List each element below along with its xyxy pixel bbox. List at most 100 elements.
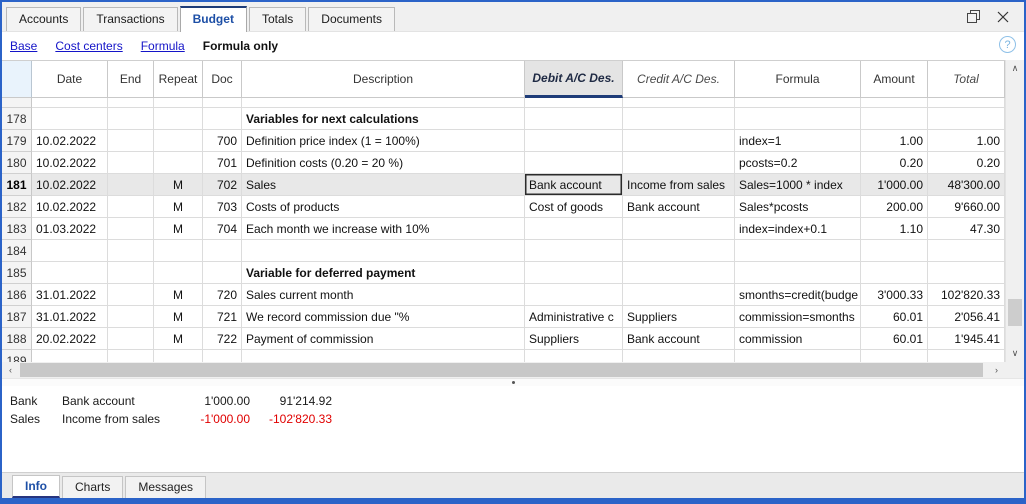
cell-repeat[interactable]: M (154, 174, 203, 196)
cell-total[interactable] (928, 350, 1005, 362)
cell-debit[interactable] (525, 262, 623, 284)
cell-credit[interactable]: Bank account (623, 328, 735, 350)
cell-total[interactable]: 1.00 (928, 130, 1005, 152)
bottom-tab-info[interactable]: Info (12, 475, 60, 498)
cell-total[interactable] (928, 240, 1005, 262)
cell-repeat[interactable] (154, 98, 203, 108)
menu-link-formula[interactable]: Formula (140, 39, 185, 53)
cell-end[interactable] (108, 218, 154, 240)
panel-splitter[interactable] (2, 378, 1024, 386)
cell-total[interactable] (928, 262, 1005, 284)
cell-doc[interactable] (203, 262, 242, 284)
cell-desc[interactable]: Sales (242, 174, 525, 196)
column-header-total[interactable]: Total (928, 61, 1005, 98)
row-number[interactable]: 182 (2, 196, 32, 218)
cell-credit[interactable] (623, 262, 735, 284)
cell-doc[interactable]: 721 (203, 306, 242, 328)
cell-end[interactable] (108, 306, 154, 328)
cell-date[interactable]: 10.02.2022 (32, 152, 108, 174)
cell-formula[interactable] (735, 262, 861, 284)
vertical-scrollbar-thumb[interactable] (1008, 299, 1022, 326)
row-number[interactable]: 185 (2, 262, 32, 284)
cell-amount[interactable]: 1.00 (861, 130, 928, 152)
cell-repeat[interactable] (154, 152, 203, 174)
column-header-credit[interactable]: Credit A/C Des. (623, 61, 735, 98)
cell-credit[interactable] (623, 218, 735, 240)
cell-total[interactable] (928, 98, 1005, 108)
cell-amount[interactable] (861, 350, 928, 362)
row-number[interactable]: 184 (2, 240, 32, 262)
cell-formula[interactable]: index=1 (735, 130, 861, 152)
row-number[interactable]: 179 (2, 130, 32, 152)
tab-transactions[interactable]: Transactions (83, 7, 178, 31)
column-header-amount[interactable]: Amount (861, 61, 928, 98)
cell-repeat[interactable] (154, 108, 203, 130)
cell-credit[interactable] (623, 98, 735, 108)
cell-credit[interactable] (623, 152, 735, 174)
cell-doc[interactable]: 704 (203, 218, 242, 240)
column-header-doc[interactable]: Doc (203, 61, 242, 98)
column-header-repeat[interactable]: Repeat (154, 61, 203, 98)
menu-link-base[interactable]: Base (10, 39, 38, 53)
cell-amount[interactable] (861, 108, 928, 130)
cell-end[interactable] (108, 240, 154, 262)
cell-debit[interactable] (525, 130, 623, 152)
cell-formula[interactable] (735, 240, 861, 262)
cell-amount[interactable] (861, 98, 928, 108)
column-header-formula[interactable]: Formula (735, 61, 861, 98)
cell-date[interactable] (32, 350, 108, 362)
cell-debit[interactable] (525, 218, 623, 240)
cell-date[interactable]: 31.01.2022 (32, 284, 108, 306)
cell-date[interactable]: 10.02.2022 (32, 196, 108, 218)
restore-window-button[interactable] (958, 2, 988, 31)
cell-formula[interactable] (735, 350, 861, 362)
cell-debit[interactable] (525, 284, 623, 306)
cell-doc[interactable]: 722 (203, 328, 242, 350)
cell-debit[interactable] (525, 240, 623, 262)
cell-end[interactable] (108, 174, 154, 196)
cell-desc[interactable]: Each month we increase with 10% (242, 218, 525, 240)
column-header-end[interactable]: End (108, 61, 154, 98)
cell-end[interactable] (108, 108, 154, 130)
cell-doc[interactable]: 701 (203, 152, 242, 174)
cell-desc[interactable] (242, 240, 525, 262)
cell-desc[interactable]: Definition price index (1 = 100%) (242, 130, 525, 152)
cell-total[interactable] (928, 108, 1005, 130)
cell-debit[interactable] (525, 152, 623, 174)
cell-doc[interactable] (203, 240, 242, 262)
row-number[interactable]: 188 (2, 328, 32, 350)
cell-credit[interactable]: Bank account (623, 196, 735, 218)
cell-date[interactable]: 20.02.2022 (32, 328, 108, 350)
cell-date[interactable] (32, 240, 108, 262)
row-number[interactable]: 180 (2, 152, 32, 174)
row-number[interactable]: 186 (2, 284, 32, 306)
cell-desc[interactable]: We record commission due "% (242, 306, 525, 328)
row-number[interactable]: 189 (2, 350, 32, 362)
cell-credit[interactable] (623, 108, 735, 130)
cell-formula[interactable]: Sales*pcosts (735, 196, 861, 218)
cell-desc[interactable]: Variables for next calculations (242, 108, 525, 130)
cell-formula[interactable] (735, 108, 861, 130)
cell-desc[interactable]: Payment of commission (242, 328, 525, 350)
cell-repeat[interactable] (154, 262, 203, 284)
cell-desc[interactable]: Variable for deferred payment (242, 262, 525, 284)
cell-date[interactable]: 01.03.2022 (32, 218, 108, 240)
column-header-rownum[interactable] (2, 61, 32, 98)
bottom-tab-charts[interactable]: Charts (62, 476, 124, 498)
tab-documents[interactable]: Documents (308, 7, 395, 31)
cell-end[interactable] (108, 350, 154, 362)
cell-desc[interactable]: Sales current month (242, 284, 525, 306)
cell-repeat[interactable]: M (154, 306, 203, 328)
cell-date[interactable]: 31.01.2022 (32, 306, 108, 328)
tab-budget[interactable]: Budget (179, 6, 247, 32)
cell-debit[interactable] (525, 98, 623, 108)
cell-formula[interactable]: pcosts=0.2 (735, 152, 861, 174)
tab-totals[interactable]: Totals (248, 7, 307, 31)
cell-repeat[interactable]: M (154, 218, 203, 240)
row-number[interactable]: 178 (2, 108, 32, 130)
cell-end[interactable] (108, 196, 154, 218)
cell-total[interactable]: 9'660.00 (928, 196, 1005, 218)
cell-credit[interactable]: Suppliers (623, 306, 735, 328)
row-number[interactable]: 187 (2, 306, 32, 328)
cell-amount[interactable]: 3'000.33 (861, 284, 928, 306)
